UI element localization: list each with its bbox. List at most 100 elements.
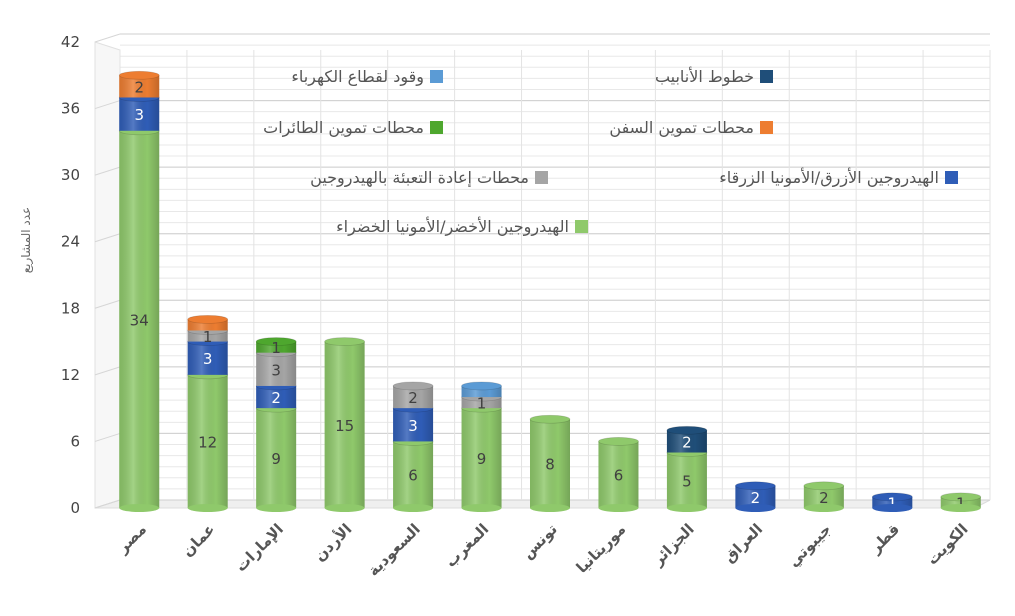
bar-segment-shade — [666, 452, 707, 508]
legend-swatch — [535, 171, 548, 184]
bar-base — [530, 504, 570, 512]
data-label: 1 — [477, 395, 487, 413]
bar-segment-shade — [803, 485, 844, 508]
legend-item: محطات إعادة التعبئة بالهيدروجين — [310, 168, 548, 188]
bar-segment-shade — [256, 341, 297, 353]
bar-segment-cap — [118, 70, 160, 80]
bar-segment-cap — [940, 492, 982, 502]
bar-base — [187, 504, 228, 512]
bar-segment-shade — [666, 430, 707, 453]
y-tick-label: 0 — [70, 499, 80, 517]
gridline-side — [94, 432, 121, 442]
bar-stack: 2 — [803, 481, 845, 512]
bar-segment-shade — [461, 408, 502, 508]
bar-stack: 2 — [734, 481, 776, 512]
bar-segment-shade — [735, 485, 776, 508]
y-tick-label: 18 — [61, 299, 80, 317]
bar-segment-shade — [461, 385, 502, 398]
bar-segment-shade — [119, 130, 160, 508]
bar-stack: 91 — [461, 381, 502, 512]
bar-stack: 1 — [871, 492, 913, 512]
data-label: 15 — [335, 417, 354, 435]
bar-segment-shade — [187, 341, 228, 375]
x-tick-label: المغرب — [442, 520, 493, 571]
data-label: 1 — [956, 494, 966, 512]
bar-stack: 12 3 1 — [187, 314, 229, 512]
bar-segment-shade — [324, 341, 365, 508]
bar-segment-cap — [255, 337, 297, 346]
x-tick-label: تونس — [518, 520, 560, 562]
bar-segment-cap — [871, 492, 913, 502]
legend-label: محطات إعادة التعبئة بالهيدروجين — [310, 168, 529, 188]
data-label: 1 — [271, 339, 281, 357]
bar-segment-cap — [392, 381, 434, 391]
legend-swatch — [760, 70, 773, 83]
data-label: 1 — [203, 328, 213, 346]
bar-segment-cap — [666, 425, 708, 435]
data-label: 2 — [751, 489, 761, 507]
bar-segment-shade — [530, 419, 570, 508]
legend-label: خطوط الأنابيب — [655, 66, 754, 87]
legend-label: الهيدروجين الأخضر/الأمونيا الخضراء — [336, 216, 569, 237]
bar-segment-shade — [598, 441, 639, 508]
legend-item: محطات تموين الطائرات — [263, 118, 443, 138]
legend-swatch — [760, 121, 773, 134]
x-tick-label: موريتانيا — [573, 520, 630, 577]
x-tick-label: عمان — [178, 520, 218, 560]
gridline-side — [94, 33, 121, 43]
bar-segment-shade — [256, 352, 297, 386]
x-tick-label: الأردن — [311, 520, 356, 565]
legend-label: محطات تموين السفن — [609, 118, 754, 138]
bar-base — [461, 504, 502, 512]
data-label: 9 — [477, 450, 487, 468]
bar-stack: 9 2 3 1 — [255, 337, 297, 512]
data-label: 1 — [888, 494, 898, 512]
legend-label: الهيدروجين الأزرق/الأمونيا الزرقاء — [719, 167, 939, 188]
legend-swatch — [430, 70, 443, 83]
bar-segment-cap — [461, 381, 502, 391]
y-tick-label: 24 — [61, 233, 80, 251]
data-label: 3 — [134, 106, 144, 124]
bar-segment-shade — [461, 397, 502, 409]
side-wall — [94, 41, 121, 509]
legend-item: محطات تموين السفن — [609, 118, 773, 138]
data-label: 2 — [819, 489, 829, 507]
x-tick-label: مصر — [113, 520, 150, 557]
data-label: 6 — [408, 467, 418, 485]
bar-base — [735, 504, 776, 512]
bar-stack: 6 3 2 — [392, 381, 434, 512]
x-tick-label: قطر — [866, 520, 903, 557]
data-label: 34 — [130, 311, 149, 329]
data-label: 2 — [271, 389, 281, 407]
legend-item: الهيدروجين الأخضر/الأمونيا الخضراء — [336, 216, 588, 237]
bar-base — [872, 504, 913, 512]
gridline-side — [94, 100, 121, 110]
x-tick-label: الكويت — [923, 520, 971, 568]
bar-segment-shade — [256, 408, 297, 508]
data-label: 2 — [134, 78, 144, 96]
legend-swatch — [575, 220, 588, 233]
bar-segment-shade — [119, 97, 160, 131]
x-tick-label: جيبوتي — [784, 520, 834, 570]
gridline-side — [94, 233, 121, 243]
data-label: 9 — [271, 450, 281, 468]
bar-segment-shade — [119, 75, 160, 98]
legend-item: الهيدروجين الأزرق/الأمونيا الزرقاء — [719, 167, 958, 188]
x-tick-label: العراق — [720, 520, 766, 566]
bar-base — [666, 504, 707, 512]
bar-base — [256, 504, 297, 512]
bar-base — [940, 504, 981, 512]
bar-stack: 34 3 2 — [118, 70, 160, 512]
data-label: 5 — [682, 472, 692, 490]
data-label: 3 — [271, 361, 281, 379]
bar-segment-cap — [529, 414, 571, 424]
bar-segment-cap — [734, 481, 776, 491]
bar-segment-shade — [393, 441, 434, 508]
gridline-side — [94, 166, 121, 176]
data-label: 2 — [408, 389, 418, 407]
bar-segment-cap — [187, 314, 229, 324]
x-tick-label: الجزائر — [648, 520, 698, 570]
